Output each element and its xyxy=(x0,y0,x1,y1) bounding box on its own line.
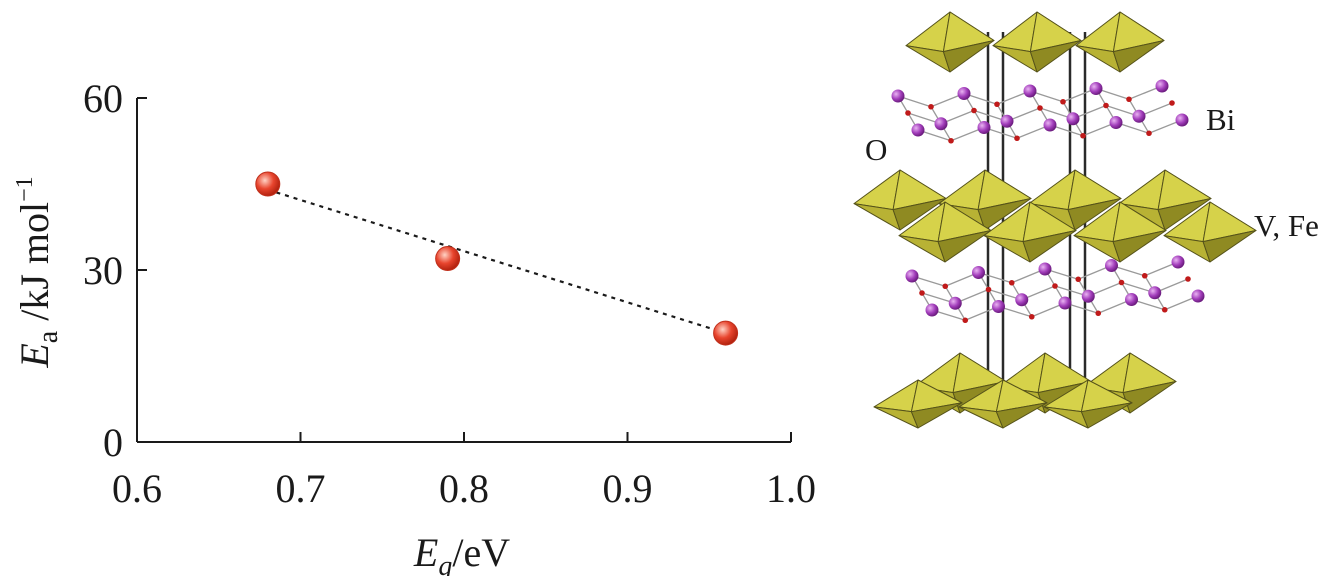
bi-oxide-layers xyxy=(891,79,1205,324)
bi-atom xyxy=(1043,118,1057,132)
bi-oxide-layer xyxy=(905,255,1205,324)
o-atom xyxy=(1185,276,1191,282)
x-tick-label: 0.7 xyxy=(276,466,326,511)
y-axis-title: Ea /kJ mol−1 xyxy=(12,176,64,368)
vfe-octahedron xyxy=(1043,379,1133,429)
o-atom xyxy=(1080,132,1086,139)
data-points xyxy=(255,171,739,346)
vfe-octahedron xyxy=(992,11,1082,73)
y-tick-label: 30 xyxy=(83,248,123,293)
o-atom xyxy=(985,286,992,293)
vfe-octahedron xyxy=(938,169,1032,231)
o-atom xyxy=(1141,272,1148,279)
o-atom xyxy=(994,101,1000,108)
bi-atom xyxy=(1155,79,1169,93)
bi-atom xyxy=(1058,296,1072,310)
vfe-octahedron xyxy=(1073,201,1167,263)
bi-atom xyxy=(1066,112,1080,126)
bi-atom xyxy=(1038,262,1052,276)
bi-atom xyxy=(972,266,985,279)
o-atom xyxy=(1008,279,1015,286)
o-atom xyxy=(1075,276,1082,283)
vfe-octahedron xyxy=(905,11,995,73)
label-bi: Bi xyxy=(1206,102,1236,137)
vfe-octahedron xyxy=(983,201,1077,263)
o-atom xyxy=(971,107,977,114)
bi-atom xyxy=(1023,84,1037,98)
o-atom xyxy=(1161,306,1168,313)
o-atom xyxy=(948,137,954,144)
bi-atom xyxy=(948,296,962,310)
x-axis-title: Eg/eV xyxy=(413,530,510,576)
bi-atom xyxy=(1175,113,1189,127)
vfe-octahedron xyxy=(958,379,1048,429)
x-tick-label: 0.9 xyxy=(603,466,653,511)
data-point xyxy=(435,246,461,272)
vfe-octahedron xyxy=(1118,169,1212,231)
o-atom xyxy=(919,290,925,296)
bi-atom xyxy=(1191,289,1205,303)
o-atom xyxy=(1095,310,1102,317)
o-atom xyxy=(1103,102,1109,109)
label-vfe: V, Fe xyxy=(1254,208,1319,243)
bi-atom xyxy=(1081,289,1095,303)
bi-atom xyxy=(1109,116,1123,129)
vfe-octahedra-layers xyxy=(853,11,1257,429)
bi-atom xyxy=(977,121,991,134)
scatter-chart: 0.6 0.7 0.8 0.9 1.0 0 30 60 Eg/eV Ea /kJ mol−1 xyxy=(12,76,816,576)
o-atom xyxy=(1014,135,1020,142)
bi-atom xyxy=(1105,259,1118,272)
o-atom xyxy=(1146,130,1152,137)
bi-atom xyxy=(1171,255,1185,269)
vfe-octahedron xyxy=(1075,11,1165,73)
o-atom xyxy=(1037,105,1043,111)
o-atom xyxy=(1060,98,1066,105)
bi-atom xyxy=(992,300,1005,313)
o-atom xyxy=(962,317,969,324)
chart-axes xyxy=(136,98,791,443)
x-ticks: 0.6 0.7 0.8 0.9 1.0 xyxy=(112,432,816,511)
label-o: O xyxy=(865,132,887,167)
bi-atom xyxy=(891,89,905,103)
bi-atom xyxy=(911,123,925,137)
vfe-octahedron xyxy=(853,169,947,231)
data-point xyxy=(255,171,281,197)
vfe-octahedron xyxy=(1163,201,1257,263)
y-tick-label: 0 xyxy=(103,420,123,465)
data-point xyxy=(713,320,739,346)
bi-atom xyxy=(1015,293,1029,307)
o-atom xyxy=(942,283,949,290)
o-atom xyxy=(928,103,934,110)
y-ticks: 0 30 60 xyxy=(83,76,147,465)
x-tick-label: 1.0 xyxy=(766,466,816,511)
bi-atom xyxy=(1148,286,1162,300)
bi-atom xyxy=(957,87,971,100)
crystal-structure-illustration: Bi O V, Fe xyxy=(853,11,1319,429)
vfe-octahedron xyxy=(873,379,963,429)
o-atom xyxy=(1169,100,1175,106)
bi-atom xyxy=(925,303,939,317)
bi-atom xyxy=(905,269,919,283)
vfe-octahedron xyxy=(898,201,992,263)
trendline xyxy=(267,188,726,335)
bi-atom xyxy=(1000,114,1014,128)
o-atom xyxy=(905,110,911,116)
y-tick-label: 60 xyxy=(83,76,123,121)
x-tick-label: 0.6 xyxy=(112,466,162,511)
bi-atom xyxy=(1132,109,1146,123)
bi-atom xyxy=(1125,293,1138,306)
o-atom xyxy=(1118,279,1125,286)
x-tick-label: 0.8 xyxy=(439,466,489,511)
bi-oxide-layer xyxy=(891,79,1189,144)
o-atom xyxy=(1028,313,1035,320)
o-atom xyxy=(1052,283,1058,289)
bi-atom xyxy=(1089,82,1103,95)
bi-atom xyxy=(934,117,948,131)
o-atom xyxy=(1126,96,1132,103)
